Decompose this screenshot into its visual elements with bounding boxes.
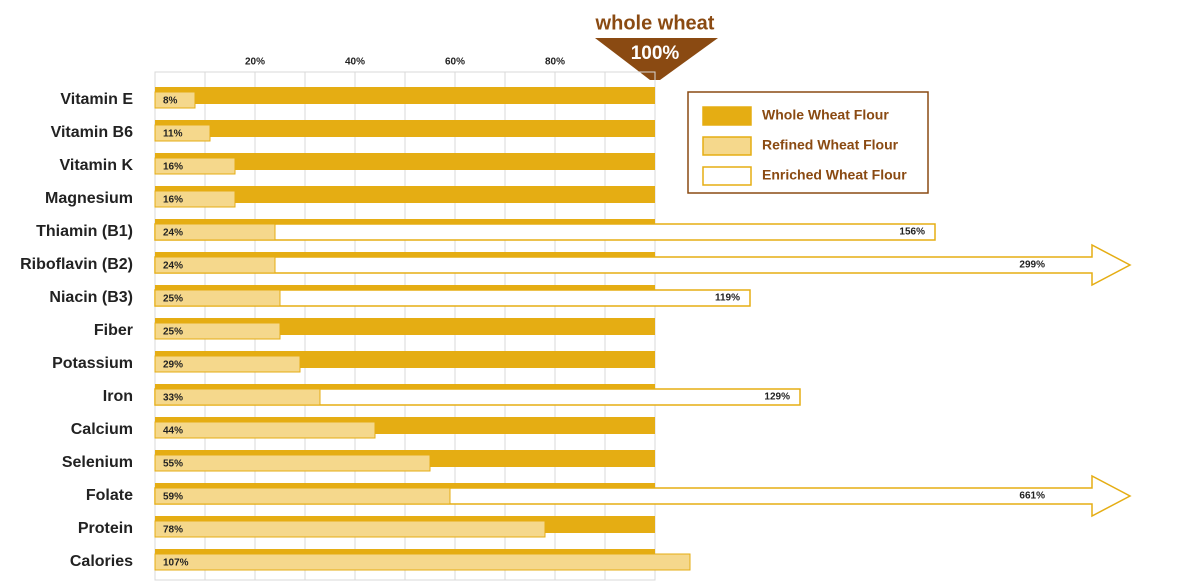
bar-enriched <box>154 243 1132 287</box>
category-label: Selenium <box>62 454 133 471</box>
bar-refined <box>154 421 376 439</box>
x-tick-label: 20% <box>245 57 265 68</box>
bar-refined <box>154 487 451 505</box>
category-label: Riboflavin (B2) <box>20 256 133 273</box>
annotation-title: whole wheat <box>595 12 715 34</box>
value-label: 33% <box>163 393 183 404</box>
legend-swatch <box>702 106 752 126</box>
value-label: 59% <box>163 492 183 503</box>
legend-swatch <box>702 166 752 186</box>
bar-refined <box>154 322 281 340</box>
value-label: 24% <box>163 228 183 239</box>
legend-label: Refined Wheat Flour <box>762 137 899 153</box>
x-tick-label: 80% <box>545 57 565 68</box>
legend-label: Whole Wheat Flour <box>762 107 889 123</box>
value-label: 299% <box>1019 260 1045 271</box>
value-label: 8% <box>163 96 178 107</box>
value-label: 16% <box>163 162 183 173</box>
bar-whole <box>155 120 655 137</box>
category-label: Calcium <box>71 421 133 438</box>
category-label: Magnesium <box>45 190 133 207</box>
category-label: Thiamin (B1) <box>36 223 133 240</box>
category-label: Vitamin E <box>60 91 133 108</box>
legend-label: Enriched Wheat Flour <box>762 167 907 183</box>
bar-refined <box>154 223 276 241</box>
category-label: Potassium <box>52 355 133 372</box>
bar-whole <box>155 186 655 203</box>
bar-whole <box>155 153 655 170</box>
value-label: 16% <box>163 195 183 206</box>
category-label: Vitamin B6 <box>51 124 134 141</box>
bar-refined <box>154 289 281 307</box>
x-tick-label: 60% <box>445 57 465 68</box>
annotation-label: 100% <box>631 43 680 64</box>
bar-refined <box>154 190 236 208</box>
legend-swatch <box>702 136 752 156</box>
value-label: 107% <box>163 558 189 569</box>
category-label: Protein <box>78 520 133 537</box>
category-label: Calories <box>70 553 133 570</box>
annotation-arrow <box>595 38 718 80</box>
bar-refined <box>154 553 691 571</box>
value-label: 25% <box>163 294 183 305</box>
value-label: 29% <box>163 360 183 371</box>
category-label: Folate <box>86 487 133 504</box>
bar-refined <box>154 256 276 274</box>
x-tick-label: 40% <box>345 57 365 68</box>
value-label: 129% <box>764 392 790 403</box>
bar-refined <box>154 91 196 109</box>
bar-refined <box>154 157 236 175</box>
value-label: 11% <box>163 129 183 140</box>
value-label: 25% <box>163 327 183 338</box>
bar-refined <box>154 124 211 142</box>
bar-refined <box>154 388 321 406</box>
value-label: 78% <box>163 525 183 536</box>
value-label: 44% <box>163 426 183 437</box>
category-label: Niacin (B3) <box>49 289 133 306</box>
bar-refined <box>154 454 431 472</box>
value-label: 119% <box>715 293 740 304</box>
value-label: 156% <box>899 227 925 238</box>
category-label: Fiber <box>94 322 133 339</box>
value-label: 55% <box>163 459 183 470</box>
category-label: Vitamin K <box>60 157 134 174</box>
value-label: 24% <box>163 261 183 272</box>
bar-refined <box>154 520 546 538</box>
bar-whole <box>155 87 655 104</box>
value-label: 661% <box>1019 491 1045 502</box>
category-label: Iron <box>103 388 133 405</box>
bar-refined <box>154 355 301 373</box>
